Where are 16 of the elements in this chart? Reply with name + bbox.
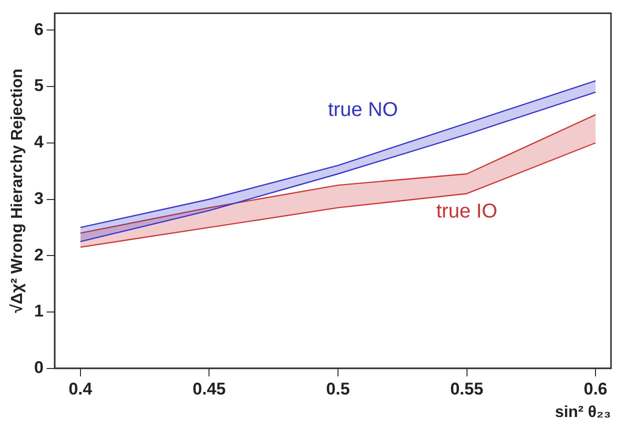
y-tick-label: 1 <box>34 302 44 321</box>
series-label: true NO <box>328 98 398 121</box>
series-label: true IO <box>436 200 498 222</box>
y-axis-title: √Δχ² Wrong Hierarchy Rejection <box>9 68 26 313</box>
x-tick-label: 0.5 <box>326 379 350 398</box>
x-axis-title: sin² θ₂₃ <box>554 404 611 421</box>
y-tick-label: 5 <box>34 76 44 96</box>
x-tick-label: 0.6 <box>584 379 608 398</box>
x-tick-label: 0.55 <box>450 379 484 398</box>
y-tick-label: 2 <box>34 245 44 264</box>
y-tick-label: 4 <box>34 132 44 152</box>
x-tick-label: 0.45 <box>192 379 226 398</box>
y-tick-label: 6 <box>34 20 44 39</box>
x-tick-label: 0.4 <box>68 379 93 398</box>
y-tick-label: 3 <box>34 188 44 208</box>
y-tick-label: 0 <box>34 358 44 378</box>
